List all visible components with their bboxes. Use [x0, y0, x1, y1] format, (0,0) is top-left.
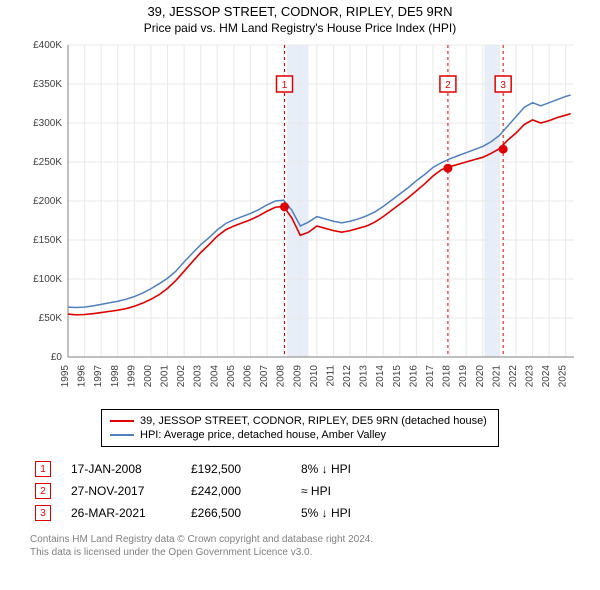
svg-text:2022: 2022	[508, 365, 519, 388]
svg-text:2010: 2010	[309, 365, 320, 388]
svg-text:2011: 2011	[325, 365, 336, 387]
transaction-date: 17-JAN-2008	[71, 462, 171, 476]
transaction-row: 2 27-NOV-2017 £242,000 ≈ HPI	[35, 483, 565, 499]
legend: 39, JESSOP STREET, CODNOR, RIPLEY, DE5 9…	[101, 409, 499, 447]
title-subtitle: Price paid vs. HM Land Registry's House …	[144, 21, 456, 35]
svg-text:2008: 2008	[276, 365, 287, 388]
svg-text:2020: 2020	[475, 365, 486, 388]
svg-text:2023: 2023	[525, 365, 536, 388]
legend-swatch	[110, 434, 134, 436]
svg-text:1998: 1998	[110, 365, 121, 388]
chart-plot: £0 £50K £100K £150K £200K £250K £300K £350K £400…	[20, 41, 580, 401]
svg-text:1999: 1999	[126, 365, 137, 388]
svg-text:2006: 2006	[242, 365, 253, 388]
svg-text:1: 1	[282, 80, 288, 91]
svg-text:2012: 2012	[342, 365, 353, 388]
svg-text:2007: 2007	[259, 365, 270, 388]
transaction-date: 27-NOV-2017	[71, 484, 171, 498]
svg-text:2005: 2005	[226, 365, 237, 388]
transaction-row: 3 26-MAR-2021 £266,500 5% ↓ HPI	[35, 505, 565, 521]
svg-text:£400K: £400K	[33, 41, 62, 51]
chart-container: 39, JESSOP STREET, CODNOR, RIPLEY, DE5 9…	[0, 0, 600, 559]
svg-text:2004: 2004	[209, 365, 220, 388]
svg-text:2015: 2015	[392, 365, 403, 388]
transaction-price: £192,500	[191, 462, 281, 476]
svg-text:2018: 2018	[442, 365, 453, 388]
svg-text:£350K: £350K	[33, 79, 62, 90]
transaction-row: 1 17-JAN-2008 £192,500 8% ↓ HPI	[35, 461, 565, 477]
transaction-hpi-delta: 8% ↓ HPI	[301, 462, 391, 476]
svg-text:£100K: £100K	[33, 274, 62, 285]
svg-text:2: 2	[445, 80, 451, 91]
svg-text:£300K: £300K	[33, 118, 62, 129]
svg-text:2003: 2003	[193, 365, 204, 388]
svg-text:2025: 2025	[558, 365, 569, 388]
legend-item: 39, JESSOP STREET, CODNOR, RIPLEY, DE5 9…	[110, 414, 490, 428]
svg-text:2014: 2014	[375, 365, 386, 388]
footer-attribution: Contains HM Land Registry data © Crown c…	[30, 533, 570, 559]
transaction-hpi-delta: ≈ HPI	[301, 484, 391, 498]
transactions-table: 1 17-JAN-2008 £192,500 8% ↓ HPI 2 27-NOV-2017…	[35, 455, 565, 527]
svg-text:1997: 1997	[93, 365, 104, 388]
svg-text:£250K: £250K	[33, 157, 62, 168]
svg-text:2000: 2000	[143, 365, 154, 388]
svg-text:2001: 2001	[160, 365, 171, 388]
svg-text:2002: 2002	[176, 365, 187, 388]
legend-swatch	[110, 420, 134, 422]
svg-text:2019: 2019	[458, 365, 469, 388]
svg-text:£150K: £150K	[33, 235, 62, 246]
transaction-marker: 1	[35, 461, 51, 477]
transaction-price: £242,000	[191, 484, 281, 498]
transaction-hpi-delta: 5% ↓ HPI	[301, 506, 391, 520]
svg-text:2024: 2024	[541, 365, 552, 388]
title-address: 39, JESSOP STREET, CODNOR, RIPLEY, DE5 9…	[147, 4, 452, 19]
svg-text:1996: 1996	[77, 365, 88, 388]
legend-label: 39, JESSOP STREET, CODNOR, RIPLEY, DE5 9…	[140, 415, 487, 427]
svg-text:1995: 1995	[60, 365, 71, 388]
svg-text:2016: 2016	[408, 365, 419, 388]
svg-text:3: 3	[500, 80, 506, 91]
legend-item: HPI: Average price, detached house, Ambe…	[110, 428, 490, 442]
svg-text:2009: 2009	[292, 365, 303, 388]
transaction-marker: 2	[35, 483, 51, 499]
svg-text:2017: 2017	[425, 365, 436, 388]
transaction-price: £266,500	[191, 506, 281, 520]
transaction-marker: 3	[35, 505, 51, 521]
svg-text:£50K: £50K	[39, 313, 63, 324]
transaction-date: 26-MAR-2021	[71, 506, 171, 520]
footer-line: This data is licensed under the Open Gov…	[30, 546, 570, 559]
legend-label: HPI: Average price, detached house, Ambe…	[140, 429, 386, 441]
svg-text:£0: £0	[51, 352, 63, 363]
svg-text:£200K: £200K	[33, 196, 62, 207]
svg-text:2013: 2013	[359, 365, 370, 388]
svg-text:2021: 2021	[491, 365, 502, 388]
footer-line: Contains HM Land Registry data © Crown c…	[30, 533, 570, 546]
